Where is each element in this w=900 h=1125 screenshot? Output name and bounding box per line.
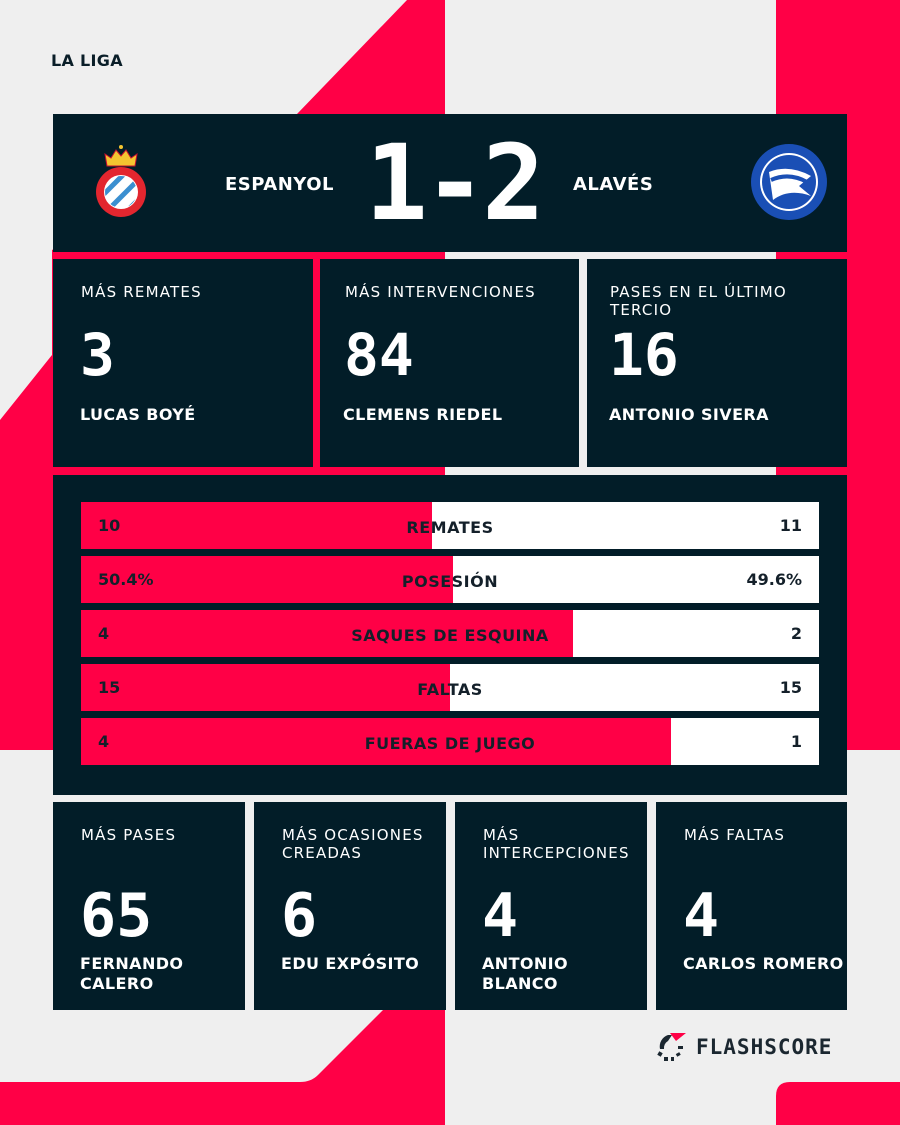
stat-away-value: 15: [779, 678, 802, 697]
away-team-name: ALAVÉS: [573, 174, 654, 195]
stat-row-shots: 10 REMATES 11: [81, 502, 819, 549]
espanyol-crest-icon: [96, 145, 146, 217]
top-card-final-third-passes: PASES EN EL ÚLTIMO TERCIO 16 ANTONIO SIV…: [587, 259, 847, 467]
card-player: LUCAS BOYÉ: [80, 405, 196, 424]
stat-row-corners: 4 SAQUES DE ESQUINA 2: [81, 610, 819, 657]
top-card-most-shots: MÁS REMATES 3 LUCAS BOYÉ: [53, 259, 313, 467]
home-bar-fill: [81, 556, 453, 603]
stat-name: FALTAS: [417, 680, 483, 699]
stat-away-value: 11: [779, 516, 802, 535]
card-value: 4: [683, 881, 720, 951]
card-player: FERNANDO CALERO: [80, 954, 184, 993]
scoreboard-card: ESPANYOL 1-2 ALAVÉS: [53, 114, 847, 252]
stat-row-fouls: 15 FALTAS 15: [81, 664, 819, 711]
stat-name: FUERAS DE JUEGO: [364, 734, 536, 753]
card-value: 4: [482, 881, 519, 951]
card-player: ANTONIO SIVERA: [609, 405, 769, 424]
card-value: 84: [344, 321, 414, 389]
card-label: MÁS OCASIONES CREADAS: [282, 826, 424, 862]
card-player: EDU EXPÓSITO: [281, 954, 420, 973]
stat-home-value: 10: [98, 516, 121, 535]
bottom-card-most-passes: MÁS PASES 65 FERNANDO CALERO: [53, 802, 245, 1010]
bottom-card-interceptions: MÁS INTERCEPCIONES 4 ANTONIO BLANCO: [455, 802, 647, 1010]
alaves-crest-icon: [751, 144, 827, 220]
card-player: CARLOS ROMERO: [683, 954, 844, 973]
card-player: CLEMENS RIEDEL: [343, 405, 503, 424]
top-card-most-saves: MÁS INTERVENCIONES 84 CLEMENS RIEDEL: [320, 259, 579, 467]
card-label: MÁS FALTAS: [684, 826, 786, 844]
stat-away-value: 49.6%: [746, 570, 802, 589]
card-value: 16: [609, 321, 679, 389]
stat-name: SAQUES DE ESQUINA: [351, 626, 549, 645]
bottom-card-chances-created: MÁS OCASIONES CREADAS 6 EDU EXPÓSITO: [254, 802, 446, 1010]
stat-home-value: 50.4%: [98, 570, 154, 589]
card-value: 65: [80, 881, 153, 951]
flashscore-logo: FLASHSCORE: [654, 1029, 854, 1063]
card-label: MÁS INTERCEPCIONES: [483, 826, 630, 862]
home-bar-fill: [81, 610, 574, 657]
card-label: MÁS REMATES: [81, 283, 202, 301]
home-bar-fill: [81, 718, 672, 765]
flashscore-logo-icon: [657, 1033, 686, 1061]
stat-name: REMATES: [406, 518, 494, 537]
card-label: MÁS INTERVENCIONES: [345, 283, 536, 301]
home-team-name: ESPANYOL: [225, 174, 334, 195]
league-title: LA LIGA: [51, 51, 123, 70]
stat-away-value: 2: [790, 624, 802, 643]
stat-home-value: 15: [98, 678, 121, 697]
stat-row-possession: 50.4% POSESIÓN 49.6%: [81, 556, 819, 603]
card-value: 6: [281, 881, 318, 951]
stat-home-value: 4: [98, 732, 110, 751]
card-player: ANTONIO BLANCO: [482, 954, 569, 993]
home-bar-fill: [81, 502, 433, 549]
card-label: MÁS PASES: [81, 826, 177, 844]
team-stats-panel: 10 REMATES 11 50.4% POSESIÓN 49.6% 4 SAQ…: [53, 475, 847, 795]
match-score: 1-2: [365, 122, 545, 244]
card-label: PASES EN EL ÚLTIMO TERCIO: [610, 283, 787, 319]
home-bar-fill: [81, 664, 450, 711]
stat-home-value: 4: [98, 624, 110, 643]
stat-name: POSESIÓN: [401, 572, 499, 591]
stat-away-value: 1: [790, 732, 802, 751]
stat-row-offsides: 4 FUERAS DE JUEGO 1: [81, 718, 819, 765]
brand-name: FLASHSCORE: [696, 1035, 833, 1059]
bottom-card-most-fouls: MÁS FALTAS 4 CARLOS ROMERO: [656, 802, 847, 1010]
card-value: 3: [80, 321, 115, 389]
